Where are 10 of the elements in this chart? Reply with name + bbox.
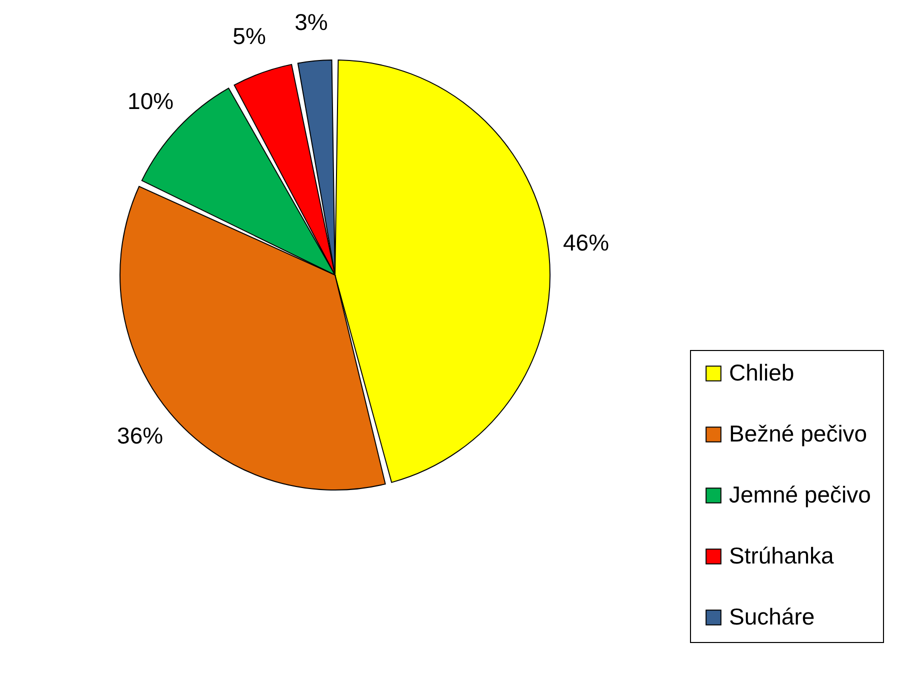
legend-label: Chlieb [729, 360, 794, 386]
legend-label: Sucháre [729, 604, 815, 630]
data-label: 10% [128, 88, 174, 114]
legend-label: Bežné pečivo [729, 420, 868, 446]
data-label: 5% [232, 22, 266, 49]
data-label: 3% [294, 9, 328, 36]
legend-label: Jemné pečivo [729, 482, 871, 508]
data-label: 36% [117, 422, 164, 448]
data-label: 46% [562, 229, 610, 256]
legend-label: Strúhanka [729, 542, 834, 568]
